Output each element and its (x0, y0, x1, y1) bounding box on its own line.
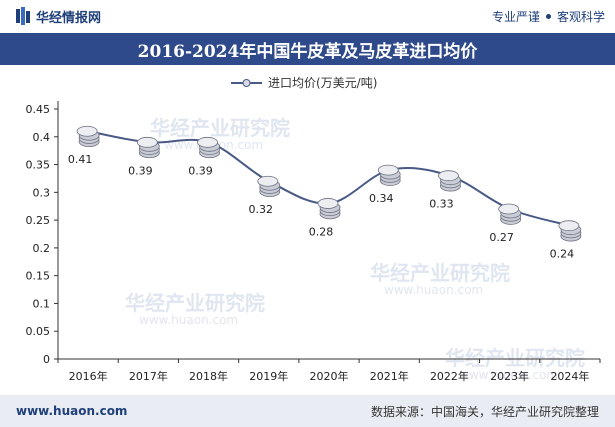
coin-top-icon (136, 136, 158, 148)
footer-url[interactable]: www.huaon.com (16, 404, 128, 418)
chart-series (76, 125, 582, 242)
data-label: 0.24 (550, 248, 575, 261)
footer-bar: www.huaon.com 数据来源：中国海关，华经产业研究院整理 (0, 395, 615, 427)
tagline: 专业严谨 客观科学 (492, 8, 605, 25)
data-label: 0.39 (188, 164, 213, 177)
watermark-text: 华经产业研究院 (445, 346, 585, 370)
data-label: 0.32 (249, 203, 274, 216)
coin-top-icon (558, 220, 580, 232)
watermark-text: 华经产业研究院 (150, 116, 290, 140)
data-label: 0.28 (309, 225, 334, 238)
data-label: 0.41 (68, 153, 93, 166)
chart-legend: 进口均价(万美元/吨) (231, 76, 377, 90)
coin-top-icon (76, 125, 98, 137)
data-point-marker (136, 136, 160, 159)
watermark-url: www.huaon.com (384, 283, 483, 297)
x-tick-label: 2022年 (430, 369, 469, 383)
data-label: 0.33 (429, 198, 454, 211)
line-chart: 华经产业研究院www.huaon.com华经产业研究院www.huaon.com… (26, 76, 601, 383)
watermark-url: www.huaon.com (459, 368, 558, 382)
y-tick-label: 0.35 (26, 159, 51, 172)
logo-icon (16, 7, 30, 25)
title-bar: 2016-2024年中国牛皮革及马皮革进口均价 (0, 33, 615, 65)
x-tick-label: 2021年 (370, 369, 409, 383)
watermark-url: www.huaon.com (139, 313, 238, 327)
tagline-right: 客观科学 (556, 9, 605, 24)
brand: 华经情报网 (16, 7, 101, 26)
data-point-marker (377, 164, 401, 186)
coin-top-icon (377, 164, 399, 176)
x-tick-label: 2017年 (129, 369, 168, 383)
coin-top-icon (498, 203, 520, 215)
data-point-marker (76, 125, 100, 148)
data-point-marker (498, 203, 522, 225)
y-tick-label: 0.3 (33, 186, 51, 199)
data-label: 0.39 (128, 164, 153, 177)
legend-label: 进口均价(万美元/吨) (268, 76, 377, 90)
x-tick-label: 2024年 (550, 369, 589, 383)
data-label: 0.27 (489, 231, 514, 244)
top-bar: 华经情报网 专业严谨 客观科学 (0, 0, 615, 32)
x-tick-label: 2023年 (490, 369, 529, 383)
x-tick-label: 2019年 (249, 369, 288, 383)
x-tick-label: 2016年 (69, 369, 108, 383)
chart-axes: 0 0.05 0.1 0.15 0.2 0.25 0.3 0.35 0.4 0.45 2016年 20… (26, 101, 601, 383)
data-point-marker (197, 136, 220, 159)
coin-top-icon (317, 198, 339, 209)
legend-marker-icon (242, 79, 251, 87)
x-tick-label: 2020年 (310, 369, 349, 383)
y-tick-label: 0 (43, 353, 50, 366)
watermark-text: 华经产业研究院 (370, 261, 510, 285)
y-tick-label: 0.25 (26, 214, 51, 227)
y-tick-label: 0.45 (26, 103, 51, 116)
data-point-marker (438, 170, 461, 192)
footer-source: 数据来源：中国海关，华经产业研究院整理 (370, 404, 599, 419)
data-point-marker (558, 220, 582, 242)
y-tick-label: 0.1 (33, 297, 51, 310)
coin-top-icon (197, 136, 218, 148)
chart-data-labels: 0.41 0.39 0.39 0.32 0.28 0.34 0.33 0.27 0.24 (68, 153, 574, 260)
y-tick-label: 0.2 (33, 242, 51, 255)
chart-title: 2016-2024年中国牛皮革及马皮革进口均价 (137, 41, 478, 62)
tagline-left: 专业严谨 (491, 9, 540, 24)
data-point-marker (317, 198, 341, 220)
x-tick-label: 2018年 (189, 369, 228, 383)
data-point-marker (257, 175, 281, 198)
watermark-text: 华经产业研究院 (125, 291, 265, 315)
watermarks: 华经产业研究院www.huaon.com华经产业研究院www.huaon.com… (125, 116, 585, 382)
brand-name: 华经情报网 (36, 10, 102, 26)
coin-top-icon (257, 175, 279, 187)
y-tick-label: 0.4 (33, 131, 51, 144)
tagline-dot-icon (545, 13, 551, 19)
y-tick-label: 0.15 (26, 270, 51, 283)
coin-top-icon (438, 170, 459, 182)
y-tick-label: 0.05 (26, 325, 51, 338)
data-label: 0.34 (369, 192, 394, 205)
